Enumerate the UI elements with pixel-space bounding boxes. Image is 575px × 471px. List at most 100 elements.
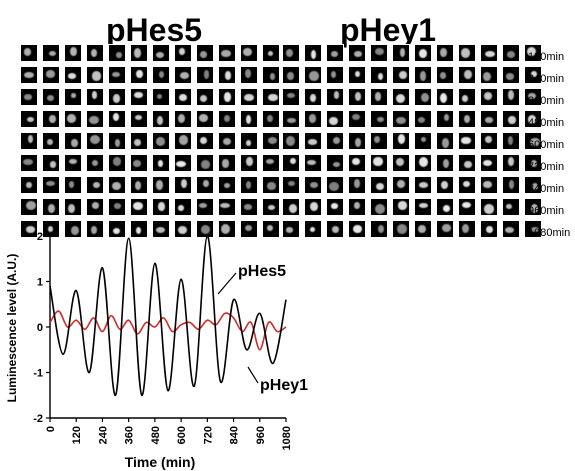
image-tile (20, 44, 38, 62)
image-tile (392, 44, 410, 62)
image-tile (196, 110, 214, 128)
y-axis-label: Luminescence level (A.U.) (5, 254, 19, 403)
image-tile (64, 44, 82, 62)
cell-spot (440, 181, 448, 190)
cell-spot (308, 114, 317, 123)
cell-spot (333, 162, 341, 168)
cell-spot (462, 95, 469, 103)
cell-spot (483, 160, 492, 167)
time-label: 840min (528, 183, 565, 195)
image-tile (86, 154, 104, 172)
image-tile (240, 220, 258, 238)
image-tile (414, 44, 432, 62)
image-tile (152, 154, 170, 172)
image-tile (262, 176, 280, 194)
cell-spot (91, 91, 98, 99)
x-tick-label: 720 (202, 426, 214, 444)
x-tick-label: 1080 (281, 426, 293, 450)
cell-spot (396, 223, 407, 234)
image-tile (86, 110, 104, 128)
cell-spot (483, 72, 492, 82)
left-panel-title: pHes5 (106, 12, 203, 48)
image-tile (326, 132, 344, 150)
cell-spot (134, 181, 142, 190)
cell-spot (157, 116, 164, 125)
image-tile (130, 220, 148, 238)
cell-spot (133, 159, 141, 168)
image-tile (524, 44, 542, 62)
image-tile (42, 88, 60, 106)
image-tile (480, 66, 498, 84)
image-tile (42, 132, 60, 150)
image-tile (130, 44, 148, 62)
cell-spot (91, 202, 100, 209)
image-tile (524, 154, 542, 172)
cell-spot (418, 48, 428, 58)
image-tile (348, 88, 366, 106)
cell-spot (442, 158, 449, 169)
image-tile (480, 132, 498, 150)
cell-spot (505, 227, 514, 233)
cell-spot (397, 201, 408, 211)
cell-spot (309, 71, 319, 81)
cell-spot (199, 95, 208, 103)
cell-spot (136, 69, 144, 79)
time-label: 120min (528, 51, 565, 63)
image-tile (64, 66, 82, 84)
cell-spot (45, 180, 56, 187)
image-tile (20, 198, 38, 216)
cell-spot (333, 137, 341, 145)
cell-spot (308, 139, 318, 145)
image-tile (174, 220, 192, 238)
image-tile (42, 176, 60, 194)
image-tile (262, 110, 280, 128)
cell-spot (269, 72, 275, 81)
image-tile (304, 88, 322, 106)
image-tile (370, 44, 388, 62)
cell-spot (508, 180, 515, 189)
image-tile (108, 220, 126, 238)
cell-spot (220, 203, 231, 209)
cell-spot (417, 224, 426, 234)
image-tile (152, 44, 170, 62)
image-tile (502, 88, 520, 106)
image-tile (130, 132, 148, 150)
cell-spot (484, 204, 494, 214)
cell-spot (198, 113, 209, 122)
image-tile (282, 66, 300, 84)
annotation-leader-phes5 (217, 272, 237, 295)
image-tile (370, 176, 388, 194)
cell-spot (92, 181, 100, 189)
image-tile (42, 220, 60, 238)
image-tile (414, 154, 432, 172)
image-tile (196, 176, 214, 194)
cell-spot (352, 114, 360, 121)
cell-spot (203, 179, 209, 187)
image-tile (370, 110, 388, 128)
cell-spot (287, 71, 294, 81)
image-tile (370, 154, 388, 172)
cell-spot (286, 136, 295, 146)
image-tile (218, 198, 236, 216)
image-tile (20, 220, 38, 238)
image-tile (436, 220, 454, 238)
image-tile (370, 88, 388, 106)
image-tile (42, 154, 60, 172)
cell-spot (199, 51, 207, 59)
image-tile (218, 66, 236, 84)
cell-spot (397, 134, 405, 144)
image-tile (64, 132, 82, 150)
image-tile (174, 198, 192, 216)
cell-spot (508, 156, 514, 166)
image-tile (64, 198, 82, 216)
cell-spot (111, 181, 122, 191)
cell-spot (70, 46, 77, 56)
cell-spot (134, 47, 142, 58)
cell-spot (246, 156, 253, 167)
cell-spot (223, 114, 231, 122)
time-label: 480min (528, 117, 565, 129)
cell-spot (200, 160, 210, 170)
cell-spot (352, 158, 361, 165)
cell-spot (46, 138, 54, 146)
